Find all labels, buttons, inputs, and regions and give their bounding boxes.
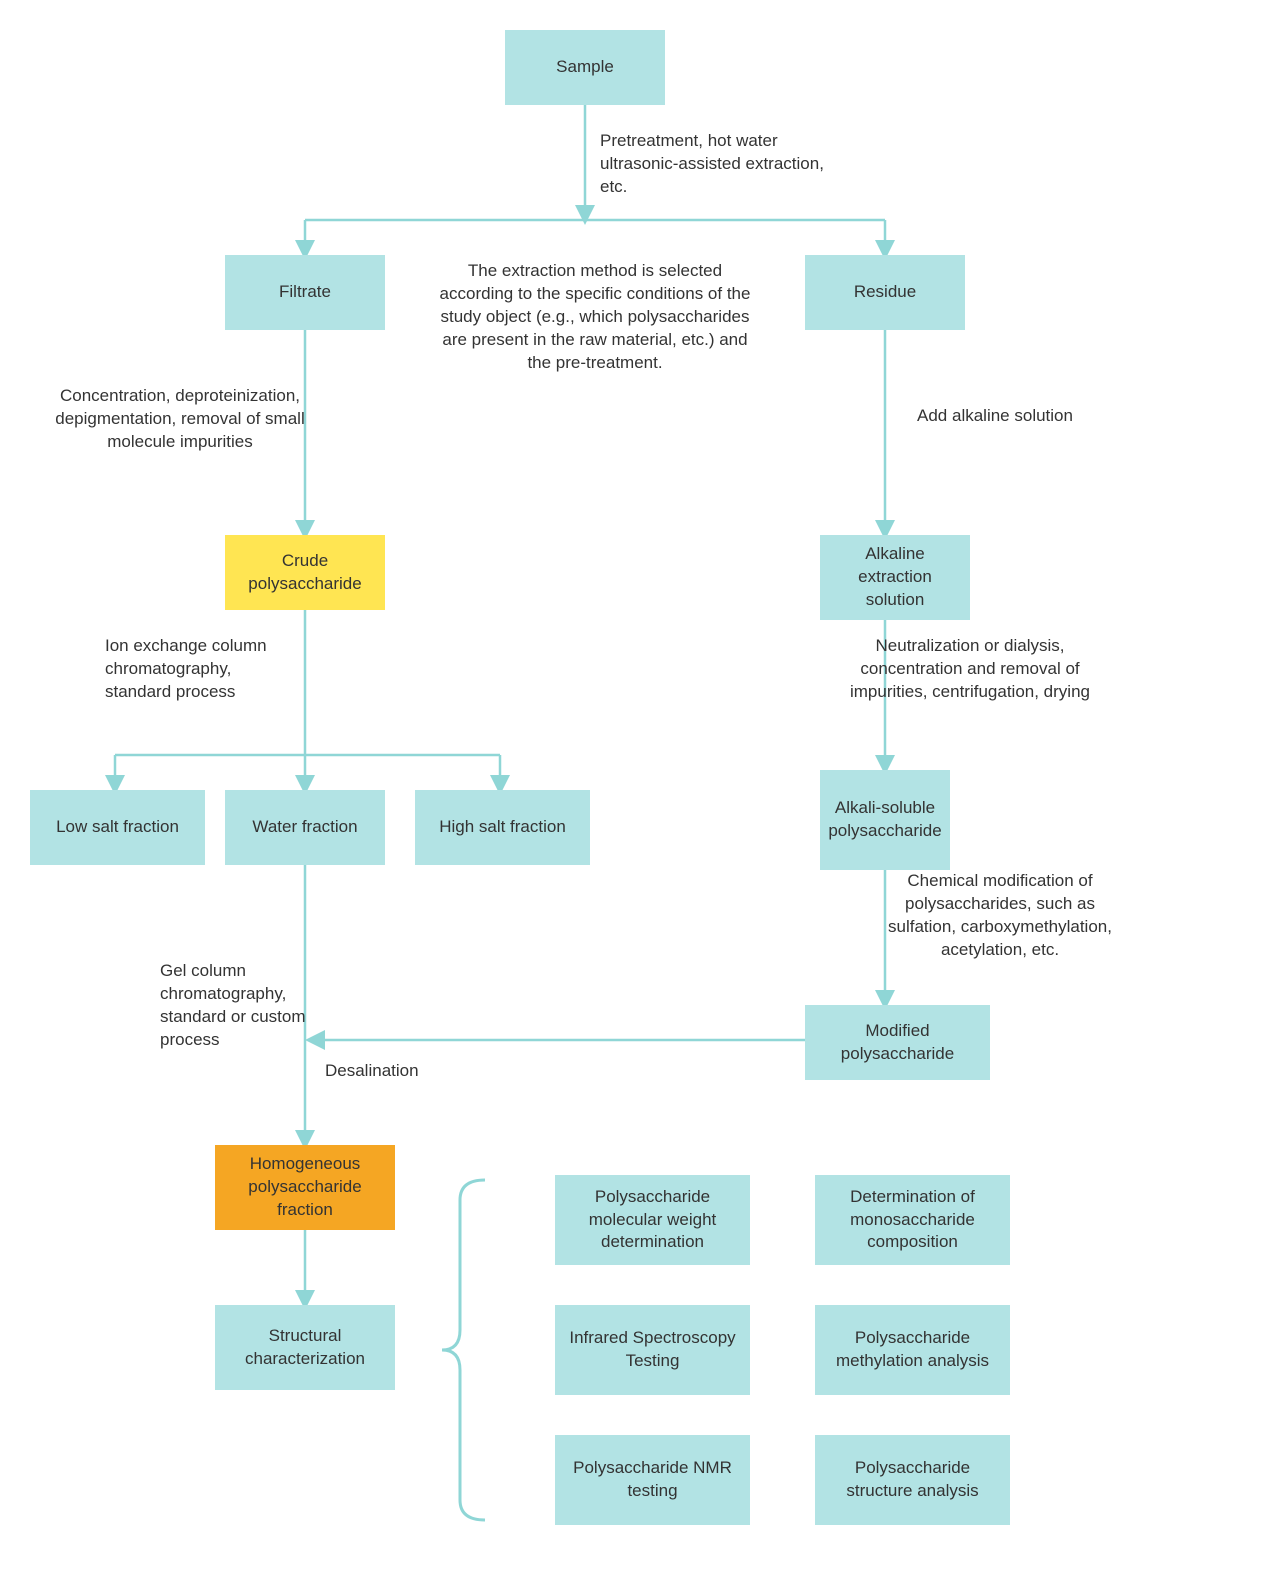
node-text: High salt fraction: [439, 816, 566, 839]
node-low-salt: Low salt fraction: [30, 790, 205, 865]
label-add-alkaline: Add alkaline solution: [910, 405, 1080, 428]
node-monosaccharide: Determination of monosaccharide composit…: [815, 1175, 1010, 1265]
label-neutralization: Neutralization or dialysis, concentratio…: [825, 635, 1115, 704]
node-high-salt: High salt fraction: [415, 790, 590, 865]
node-text: Filtrate: [279, 281, 331, 304]
node-modified: Modified polysaccharide: [805, 1005, 990, 1080]
node-infrared: Infrared Spectroscopy Testing: [555, 1305, 750, 1395]
node-text: Water fraction: [252, 816, 357, 839]
node-text: Modified polysaccharide: [817, 1020, 978, 1066]
label-chemical-modification: Chemical modification of polysaccharides…: [870, 870, 1130, 962]
node-text: Homogeneous polysaccharide fraction: [227, 1153, 383, 1222]
node-text: Residue: [854, 281, 916, 304]
node-nmr: Polysaccharide NMR testing: [555, 1435, 750, 1525]
node-text: Polysaccharide structure analysis: [827, 1457, 998, 1503]
label-pretreatment: Pretreatment, hot water ultrasonic-assis…: [600, 130, 850, 199]
node-text: Polysaccharide methylation analysis: [827, 1327, 998, 1373]
label-ion-exchange: Ion exchange column chromatography, stan…: [105, 635, 285, 704]
node-text: Structural characterization: [227, 1325, 383, 1371]
node-homogeneous: Homogeneous polysaccharide fraction: [215, 1145, 395, 1230]
node-residue: Residue: [805, 255, 965, 330]
node-text: Infrared Spectroscopy Testing: [567, 1327, 738, 1373]
node-text: Alkali-soluble polysaccharide: [828, 797, 941, 843]
label-text: The extraction method is selected accord…: [440, 261, 751, 372]
node-mw: Polysaccharide molecular weight determin…: [555, 1175, 750, 1265]
label-text: Concentration, deproteinization, depigme…: [55, 386, 304, 451]
node-water-fraction: Water fraction: [225, 790, 385, 865]
node-alkaline-extraction: Alkaline extraction solution: [820, 535, 970, 620]
node-sample: Sample: [505, 30, 665, 105]
node-structural: Structural characterization: [215, 1305, 395, 1390]
label-text: Chemical modification of polysaccharides…: [888, 871, 1112, 959]
label-text: Neutralization or dialysis, concentratio…: [850, 636, 1090, 701]
label-text: Ion exchange column chromatography, stan…: [105, 636, 267, 701]
node-text: Polysaccharide NMR testing: [567, 1457, 738, 1503]
node-text: Alkaline extraction solution: [832, 543, 958, 612]
label-desalination: Desalination: [325, 1060, 465, 1083]
node-crude: Crude polysaccharide: [225, 535, 385, 610]
node-text: Determination of monosaccharide composit…: [827, 1186, 998, 1255]
node-text: Polysaccharide molecular weight determin…: [567, 1186, 738, 1255]
label-concentration: Concentration, deproteinization, depigme…: [50, 385, 310, 454]
node-filtrate: Filtrate: [225, 255, 385, 330]
node-text: Low salt fraction: [56, 816, 179, 839]
label-text: Desalination: [325, 1061, 419, 1080]
node-text: Crude polysaccharide: [237, 550, 373, 596]
node-methylation: Polysaccharide methylation analysis: [815, 1305, 1010, 1395]
node-alkali-soluble: Alkali-soluble polysaccharide: [820, 770, 950, 870]
label-extraction-note: The extraction method is selected accord…: [430, 260, 760, 375]
label-gel-column: Gel column chromatography, standard or c…: [160, 960, 340, 1052]
node-text: Sample: [556, 56, 614, 79]
label-text: Add alkaline solution: [917, 406, 1073, 425]
label-text: Pretreatment, hot water ultrasonic-assis…: [600, 131, 824, 196]
node-structure-analysis: Polysaccharide structure analysis: [815, 1435, 1010, 1525]
label-text: Gel column chromatography, standard or c…: [160, 961, 306, 1049]
